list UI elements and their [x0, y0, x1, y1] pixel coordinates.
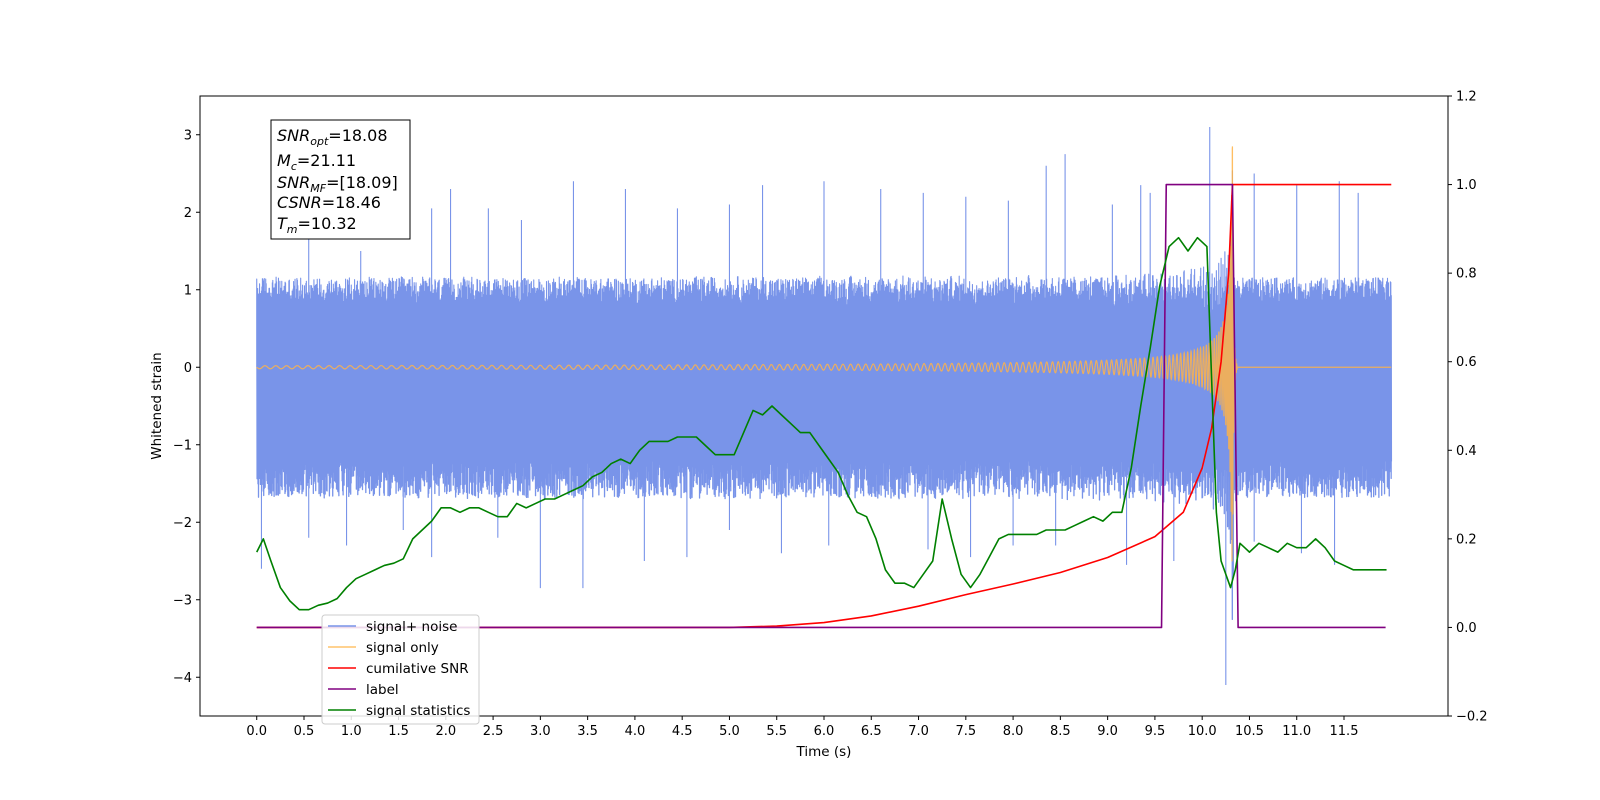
y2-axis-ticks: 1.2 1.0 0.8 0.6 0.4 0.2 0.0 −0.2	[1448, 90, 1488, 725]
metrics-annotation: SNRopt=18.08 Mc=21.11 SNRMF=[18.09] CSNR…	[270, 119, 411, 240]
legend-label-cumulative-snr: cumilative SNR	[366, 661, 469, 677]
x-tick-label: 1.5	[388, 724, 409, 739]
y2-tick-label: 1.0	[1456, 178, 1477, 193]
signal-statistics-line	[256, 236, 1387, 611]
x-axis-title: Time (s)	[796, 744, 852, 760]
series-signal-plus-noise	[256, 127, 1393, 685]
x-tick-label: 1.0	[341, 724, 362, 739]
y-tick-label: 3	[184, 128, 192, 143]
cumulative-snr-line	[256, 183, 1392, 629]
x-tick-label: 6.0	[814, 724, 835, 739]
x-tick-label: 11.0	[1282, 724, 1311, 739]
x-tick-label: 10.0	[1188, 724, 1217, 739]
x-tick-label: 0.0	[246, 724, 267, 739]
x-tick-label: 5.0	[719, 724, 740, 739]
x-axis-ticks: 0.0 0.5 1.0 1.5 2.0 2.5 3.0 3.5 4.0 4.5 5.0 5.5 6.0 6…	[246, 716, 1358, 739]
x-tick-label: 8.5	[1050, 724, 1071, 739]
x-tick-label: 8.0	[1003, 724, 1024, 739]
x-tick-label: 11.5	[1330, 724, 1359, 739]
x-tick-label: 0.5	[294, 724, 315, 739]
y-tick-label: −2	[173, 516, 192, 531]
x-tick-label: 7.0	[908, 724, 929, 739]
x-tick-label: 5.5	[766, 724, 787, 739]
y-axis-title: Whitened strain	[149, 352, 165, 459]
x-tick-label: 9.5	[1145, 724, 1166, 739]
y2-tick-label: 0.6	[1456, 355, 1477, 370]
annotation-snr-mf: SNRMF=[18.09]	[277, 173, 398, 195]
x-tick-label: 10.5	[1235, 724, 1264, 739]
annotation-merger-time: Tm=10.32	[277, 214, 357, 236]
series-label	[256, 183, 1386, 629]
annotation-chirp-mass: Mc=21.11	[277, 151, 356, 173]
y2-tick-label: −0.2	[1456, 710, 1488, 725]
series-cumulative-snr	[256, 183, 1392, 629]
signal-trace	[256, 146, 1392, 562]
x-tick-label: 7.5	[955, 724, 976, 739]
y2-tick-label: 1.2	[1456, 90, 1477, 105]
y2-tick-label: 0.4	[1456, 444, 1477, 459]
series-signal-statistics	[256, 236, 1387, 611]
x-tick-label: 3.0	[530, 724, 551, 739]
legend-label-label: label	[366, 682, 399, 698]
x-tick-label: 2.5	[483, 724, 504, 739]
y-axis-ticks: 3 2 1 0 −1 −2 −3 −4	[173, 128, 200, 686]
y2-tick-label: 0.0	[1456, 621, 1477, 636]
y-tick-label: 2	[184, 206, 192, 221]
annotation-csnr: CSNR=18.46	[277, 193, 381, 212]
x-tick-label: 2.0	[435, 724, 456, 739]
annotation-box	[270, 119, 411, 240]
annotation-snr-opt: SNRopt=18.08	[277, 126, 388, 148]
legend-box	[321, 614, 480, 725]
legend-label-signal-plus-noise: signal+ noise	[366, 619, 457, 635]
legend-label-signal-statistics: signal statistics	[366, 703, 470, 719]
x-tick-label: 6.5	[861, 724, 882, 739]
series-signal-only	[256, 146, 1392, 562]
x-tick-label: 4.0	[625, 724, 646, 739]
label-line	[256, 183, 1386, 629]
y-tick-label: −3	[173, 593, 192, 608]
legend-label-signal-only: signal only	[366, 640, 439, 656]
y-tick-label: 1	[184, 283, 192, 298]
x-tick-label: 9.0	[1097, 724, 1118, 739]
y2-tick-label: 0.2	[1456, 532, 1477, 547]
x-tick-label: 3.5	[577, 724, 598, 739]
y-tick-label: 0	[184, 361, 192, 376]
x-tick-label: 4.5	[672, 724, 693, 739]
y2-tick-label: 0.8	[1456, 267, 1477, 282]
legend: signal+ noise signal only cumilative SNR…	[321, 614, 480, 725]
y-tick-label: −1	[173, 438, 192, 453]
y-tick-label: −4	[173, 671, 192, 686]
noise-trace	[256, 127, 1393, 685]
